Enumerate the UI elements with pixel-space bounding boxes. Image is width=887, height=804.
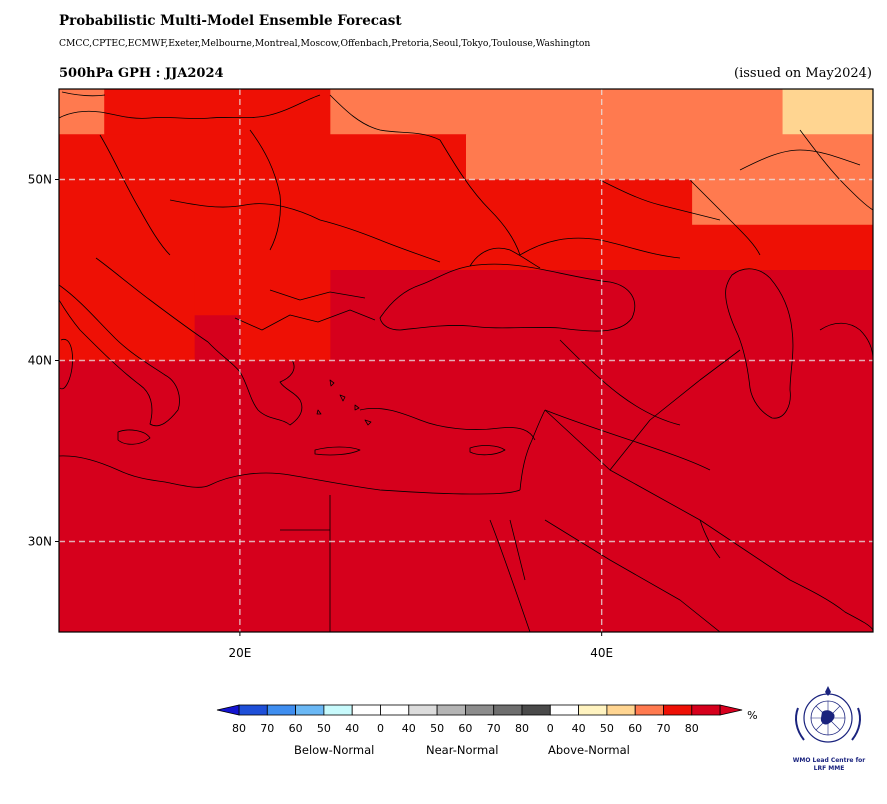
colorbar-swatch: [323, 704, 353, 716]
probability-cell: [59, 270, 196, 361]
colorbar-tick-label: 0: [377, 722, 384, 735]
lat-tick-label: 50N: [28, 173, 52, 187]
lat-tick-label: 40N: [28, 354, 52, 368]
colorbar-swatch: [634, 704, 664, 716]
wmo-logo: [795, 686, 861, 743]
colorbar-tick-label: 80: [685, 722, 699, 735]
wmo-logo-caption: WMO Lead Centre for LRF MME: [783, 757, 875, 773]
colorbar-tick-label: 0: [547, 722, 554, 735]
probability-cell: [692, 179, 873, 226]
colorbar-tick-label: 80: [232, 722, 246, 735]
colorbar-swatch: [464, 704, 495, 716]
colorbar-swatch: [606, 704, 636, 716]
colorbar-swatch: [493, 704, 523, 716]
logo-caption-line1: WMO Lead Centre for: [792, 757, 866, 764]
colorbar-swatch: [691, 704, 721, 716]
coastlines-borders: [59, 89, 873, 632]
colorbar-swatch: [663, 704, 693, 716]
graticule: [59, 89, 873, 632]
probability-cell: [59, 179, 693, 226]
axis-ticks: 50N 40N 30N 20E 40E: [28, 173, 613, 661]
probability-cell: [59, 134, 467, 180]
colorbar-swatch: [351, 704, 381, 716]
colorbar-swatch: [521, 704, 551, 716]
map-title: Probabilistic Multi-Model Ensemble Forec…: [59, 13, 402, 29]
lat-tick-label: 30N: [28, 535, 52, 549]
below-normal-label: Below-Normal: [294, 743, 375, 757]
colorbar-tick-label: 50: [430, 722, 444, 735]
colorbar-swatch: [436, 704, 466, 716]
probability-cell: [104, 89, 331, 135]
probability-cell: [466, 134, 873, 180]
colorbar-unit: %: [747, 709, 757, 722]
probability-cell: [59, 360, 873, 632]
colorbar-low-extension: [216, 704, 240, 716]
colorbar-swatch: [408, 704, 438, 716]
probability-cell: [194, 270, 241, 316]
probability-cell: [239, 270, 331, 361]
near-normal-label: Near-Normal: [426, 743, 499, 757]
probability-cell: [330, 270, 873, 361]
colorbar-swatch: [266, 704, 296, 716]
colorbar-tick-label: 70: [657, 722, 671, 735]
probability-cell: [782, 89, 873, 135]
model-list: CMCC,CPTEC,ECMWF,Exeter,Melbourne,Montre…: [59, 38, 591, 49]
colorbar-swatch: [549, 704, 579, 716]
colorbar-tick-label: 60: [289, 722, 303, 735]
probability-cells: [59, 89, 873, 632]
issued-date-label: (issued on May2024): [734, 66, 872, 81]
probability-cell: [330, 89, 784, 135]
colorbar-tick-label: 50: [317, 722, 331, 735]
colorbar-tick-label: 60: [458, 722, 472, 735]
colorbar-tick-label: 50: [600, 722, 614, 735]
colorbar-swatch: [578, 704, 608, 716]
colorbar-tick-label: 80: [515, 722, 529, 735]
colorbar-swatch: [238, 704, 268, 716]
above-normal-label: Above-Normal: [548, 743, 630, 757]
colorbar-swatch: [295, 704, 325, 716]
colorbar-high-extension: [719, 704, 743, 716]
logo-caption-line2: LRF MME: [813, 765, 845, 772]
lon-tick-label: 20E: [228, 646, 251, 660]
colorbar-tick-label: 70: [487, 722, 501, 735]
colorbar-tick-label: 60: [628, 722, 642, 735]
colorbar-swatch: [380, 704, 410, 716]
colorbar-tick-label: 40: [345, 722, 359, 735]
probability-cell: [59, 224, 873, 271]
colorbar: 80 70 60 50 40 0 40 50 60 70 80 0 40 50 60 70 80%: [216, 704, 758, 735]
probability-cell: [194, 315, 241, 361]
lon-tick-label: 40E: [590, 646, 613, 660]
colorbar-tick-label: 40: [572, 722, 586, 735]
variable-season-label: 500hPa GPH : JJA2024: [59, 66, 224, 81]
colorbar-tick-label: 70: [260, 722, 274, 735]
colorbar-tick-label: 40: [402, 722, 416, 735]
